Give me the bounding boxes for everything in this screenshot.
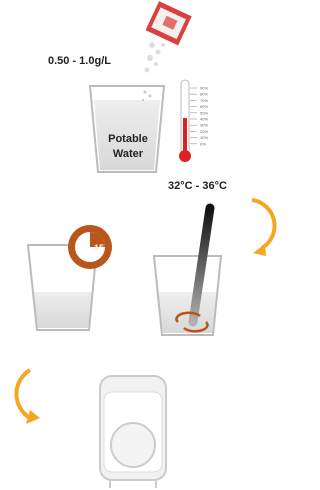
water xyxy=(32,292,93,328)
thermometer-label: 80% xyxy=(200,92,208,97)
powder xyxy=(145,42,166,73)
thermometer-label: 10% xyxy=(200,135,208,140)
thermometer-label: 0% xyxy=(200,141,206,146)
diagram: 0.50 - 1.0g/L Potable Water 90%80%70%60%… xyxy=(0,0,281,490)
thermometer-label: 30% xyxy=(200,123,208,128)
thermometer-label: 40% xyxy=(200,117,208,122)
arrow-head xyxy=(26,410,40,424)
thermometer-label: 20% xyxy=(200,129,208,134)
bubbles xyxy=(142,91,152,102)
thermometer-bulb xyxy=(179,150,191,162)
thermometer-label: 50% xyxy=(200,110,208,115)
timer-label: 15 xyxy=(94,243,104,253)
arrow-head xyxy=(253,244,266,256)
dose-label: 0.50 - 1.0g/L xyxy=(48,55,111,67)
temperature-label: 32°C - 36°C xyxy=(168,180,227,192)
arrow xyxy=(252,200,275,248)
thermometer-label: 90% xyxy=(200,86,208,91)
cup-label: Potable xyxy=(108,133,148,145)
machine-door xyxy=(111,423,155,467)
arrow xyxy=(16,370,30,418)
thermometer-label: 60% xyxy=(200,104,208,109)
cup-label: Water xyxy=(113,148,144,160)
sachet xyxy=(146,1,192,45)
thermometer-label: 70% xyxy=(200,98,208,103)
thermometer-mercury xyxy=(183,118,187,155)
